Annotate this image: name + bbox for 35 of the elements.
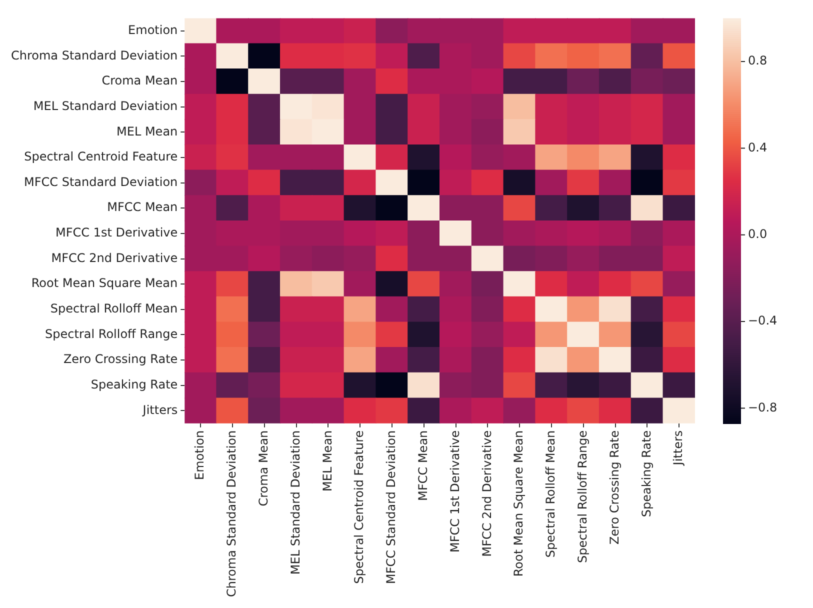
color-bar-label: −0.4: [748, 314, 778, 328]
x-tick-label: MFCC 1st Derivative: [448, 430, 462, 552]
y-tick-label: MFCC 1st Derivative: [56, 226, 178, 240]
y-tick-label: Spectral Rolloff Mean: [50, 302, 178, 316]
x-tick-label: MFCC Mean: [416, 430, 430, 501]
x-tick-label: MEL Standard Deviation: [288, 430, 302, 575]
y-tick-label: MEL Mean: [116, 124, 178, 138]
y-tick-label: Spectral Centroid Feature: [24, 150, 178, 164]
color-bar-label: −0.8: [748, 400, 778, 414]
color-bar-label: 0.8: [748, 54, 768, 68]
x-tick-label: Croma Mean: [256, 430, 271, 506]
x-tick-label: Zero Crossing Rate: [607, 430, 622, 545]
color-bar-label: 0.0: [748, 226, 768, 241]
x-tick-label: Speaking Rate: [639, 430, 654, 518]
x-tick-label: MFCC Standard Deviation: [384, 430, 398, 584]
y-tick-label: MFCC Standard Deviation: [24, 174, 178, 189]
color-bar-label: 0.4: [748, 140, 768, 154]
y-tick-label: Croma Mean: [102, 74, 178, 88]
x-tick-label: Root Mean Square Mean: [512, 430, 526, 577]
y-tick-label: MFCC 2nd Derivative: [51, 250, 178, 265]
y-tick-label: Spectral Rolloff Range: [45, 326, 178, 341]
y-tick-label: MEL Standard Deviation: [33, 98, 178, 113]
x-tick-label: Spectral Centroid Feature: [352, 430, 366, 584]
x-tick-label: Spectral Rolloff Range: [575, 430, 590, 563]
y-tick-label: Emotion: [128, 22, 178, 37]
y-tick-label: MFCC Mean: [107, 200, 178, 214]
y-tick-label: Chroma Standard Deviation: [10, 48, 178, 62]
y-tick-label: Root Mean Square Mean: [31, 276, 178, 290]
y-tick-label: Jitters: [142, 402, 178, 417]
x-tick-label: MEL Mean: [320, 430, 334, 492]
x-tick-label: MFCC 2nd Derivative: [480, 430, 494, 557]
x-tick-label: Jitters: [671, 430, 686, 466]
y-tick-label: Zero Crossing Rate: [63, 352, 178, 366]
x-tick-label: Spectral Rolloff Mean: [544, 430, 558, 558]
y-tick-label: Speaking Rate: [90, 377, 178, 392]
